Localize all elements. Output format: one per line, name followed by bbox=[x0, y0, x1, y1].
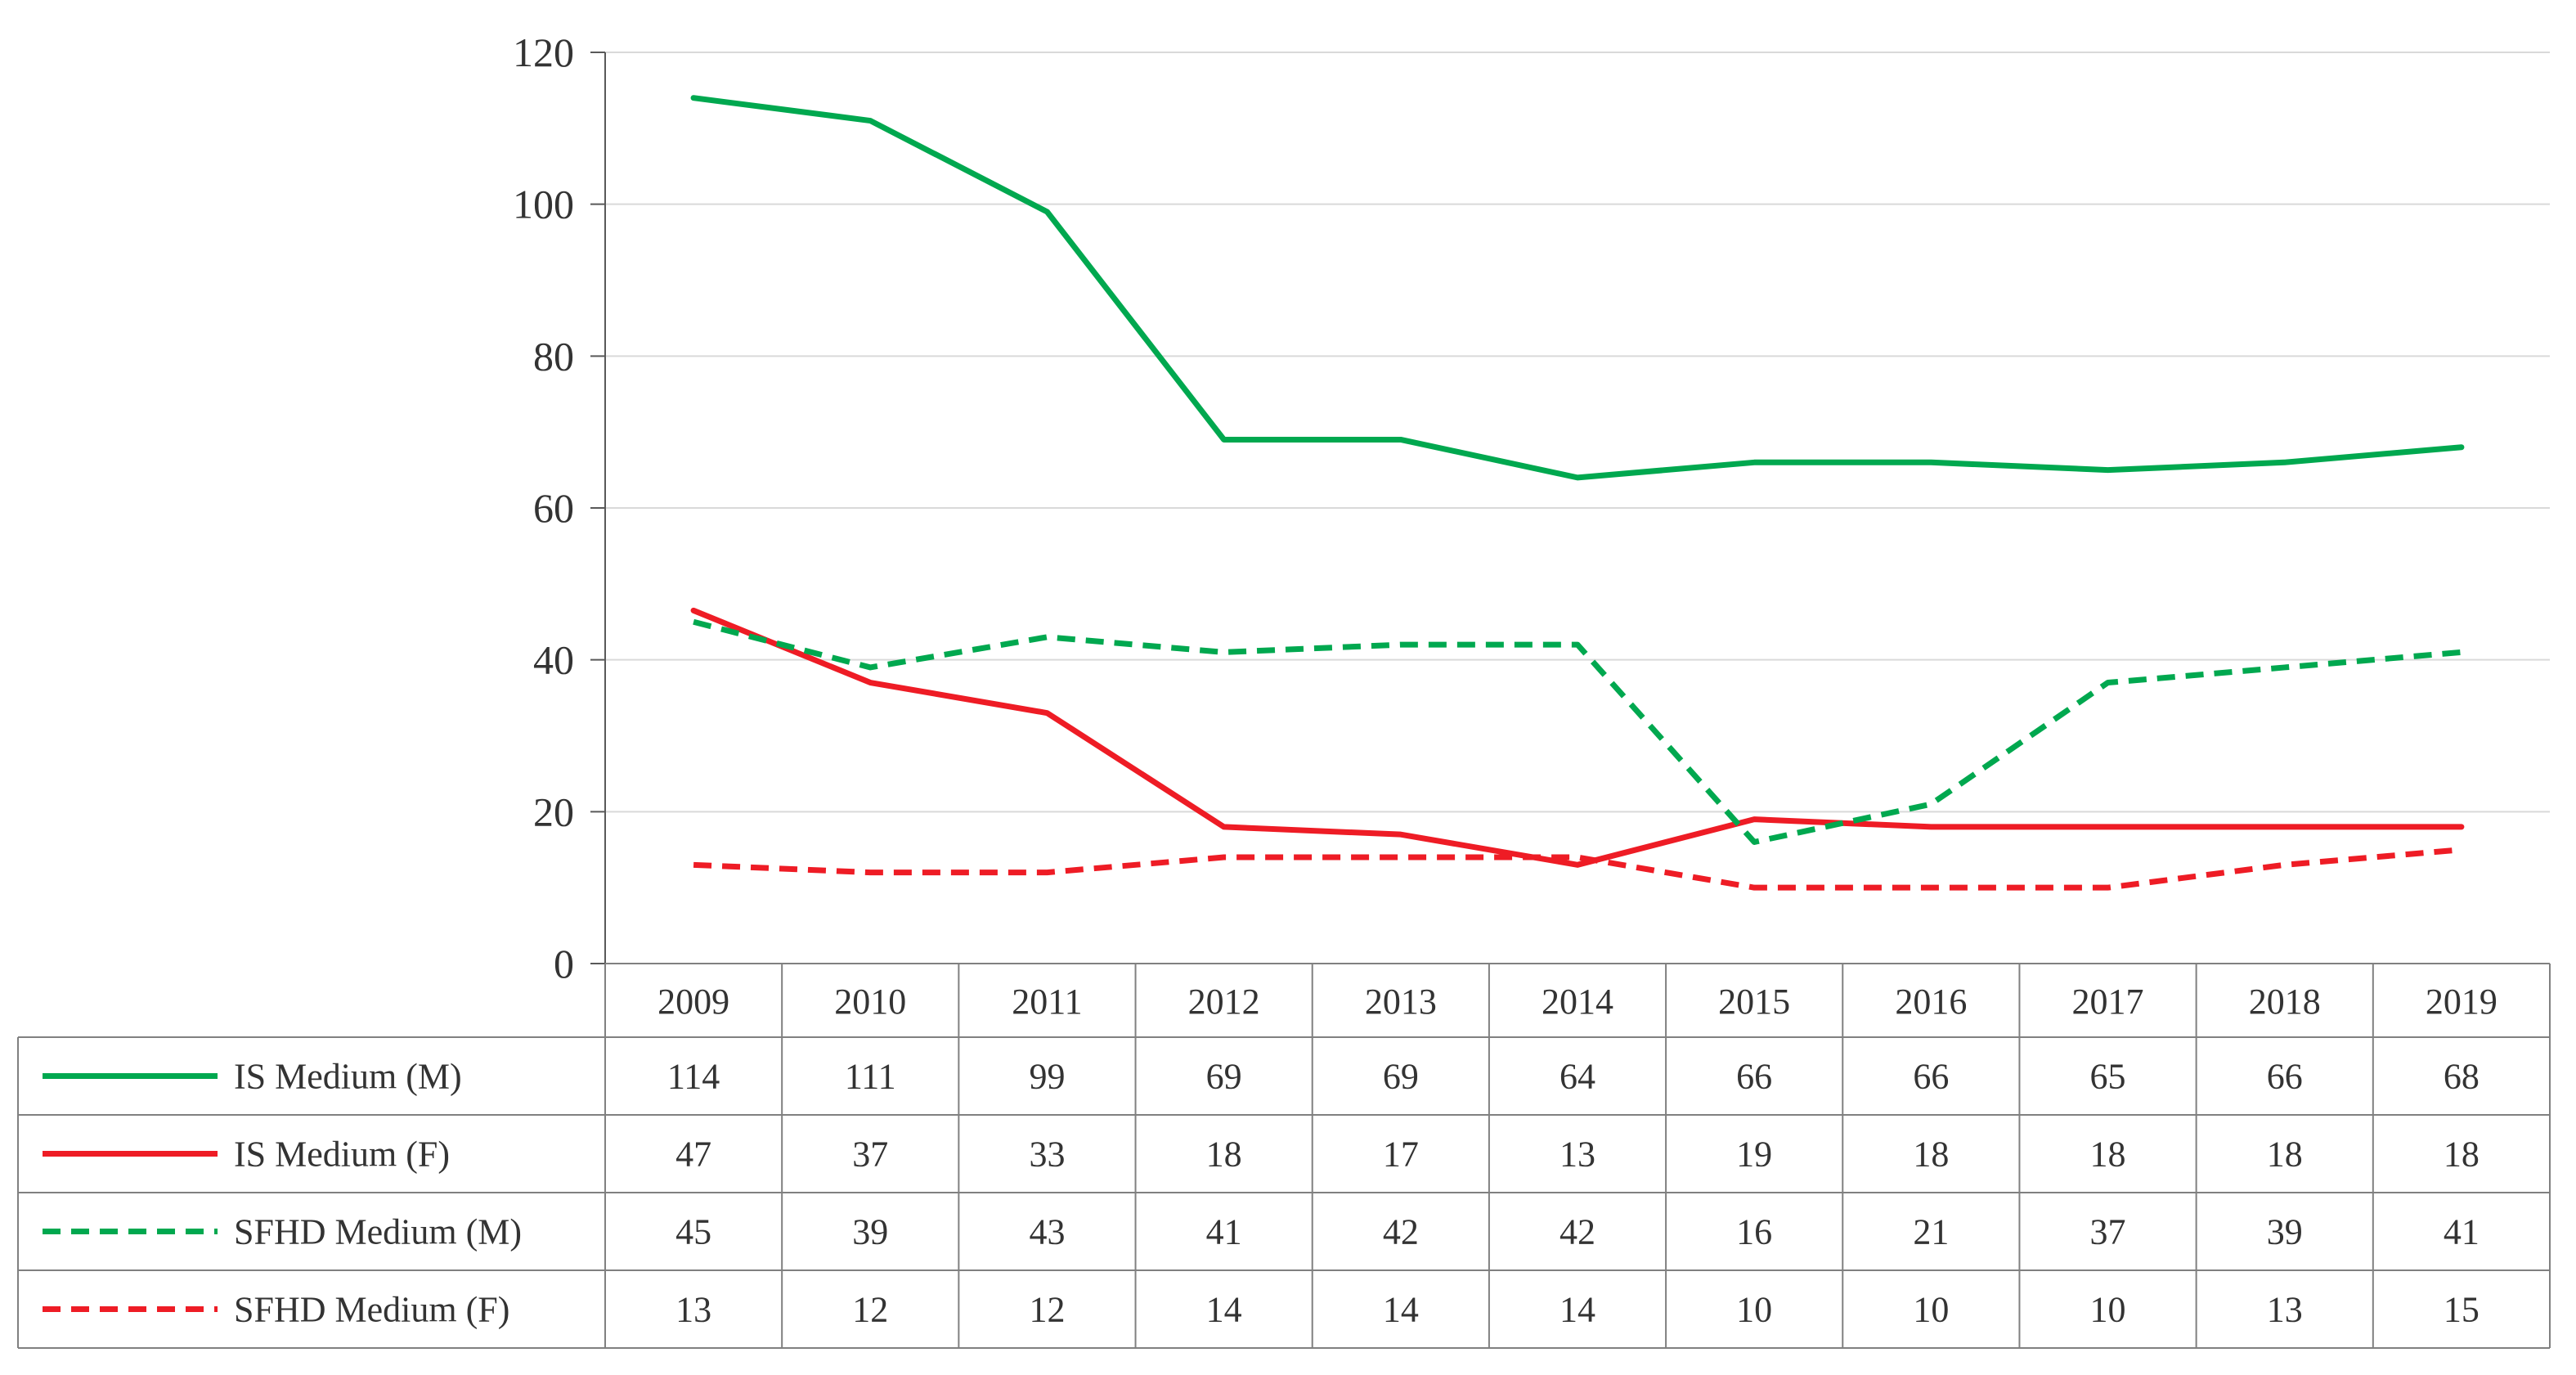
data-label: 12 bbox=[852, 1290, 888, 1330]
legend-label: SFHD Medium (M) bbox=[234, 1212, 522, 1252]
data-label: 43 bbox=[1029, 1212, 1065, 1252]
data-label: 37 bbox=[852, 1135, 888, 1175]
data-label: 14 bbox=[1383, 1290, 1419, 1330]
x-category-label: 2015 bbox=[1718, 982, 1790, 1022]
data-label: 68 bbox=[2444, 1057, 2480, 1097]
data-label: 99 bbox=[1029, 1057, 1065, 1097]
series-line bbox=[690, 607, 2465, 868]
data-label: 64 bbox=[1560, 1057, 1595, 1097]
gridlines bbox=[605, 52, 2550, 813]
data-label: 111 bbox=[845, 1057, 896, 1097]
data-label: 13 bbox=[1560, 1135, 1595, 1175]
data-label: 12 bbox=[1029, 1290, 1065, 1330]
y-tick-label: 40 bbox=[533, 637, 574, 683]
data-label: 17 bbox=[1383, 1135, 1419, 1175]
y-tick-label: 60 bbox=[533, 485, 574, 531]
y-axis: 0 20 40 60 80 100 120 bbox=[513, 29, 606, 986]
data-label: 69 bbox=[1206, 1057, 1242, 1097]
data-table: 2009 2010 2011 2012 2013 2014 2015 2016 2017 2018… bbox=[17, 963, 2551, 1349]
data-label: 14 bbox=[1206, 1290, 1242, 1330]
y-tick-label: 80 bbox=[533, 333, 574, 379]
x-category-label: 2019 bbox=[2426, 982, 2497, 1022]
data-label: 19 bbox=[1736, 1135, 1772, 1175]
x-category-label: 2017 bbox=[2072, 982, 2144, 1022]
data-label: 47 bbox=[675, 1135, 711, 1175]
data-label: 39 bbox=[852, 1212, 888, 1252]
data-label: 66 bbox=[1736, 1057, 1772, 1097]
data-label: 14 bbox=[1560, 1290, 1595, 1330]
x-category-label: 2011 bbox=[1012, 982, 1082, 1022]
series-line bbox=[693, 847, 2462, 891]
data-label: 21 bbox=[1913, 1212, 1949, 1252]
data-label: 15 bbox=[2444, 1290, 2480, 1330]
data-label: 65 bbox=[2090, 1057, 2126, 1097]
x-category-label: 2018 bbox=[2249, 982, 2321, 1022]
data-label: 18 bbox=[1913, 1135, 1949, 1175]
data-label: 114 bbox=[667, 1057, 720, 1097]
legend-label: IS Medium (F) bbox=[234, 1135, 450, 1175]
x-category-label: 2013 bbox=[1365, 982, 1437, 1022]
data-label: 66 bbox=[1913, 1057, 1949, 1097]
data-label: 13 bbox=[2267, 1290, 2303, 1330]
y-tick-label: 0 bbox=[554, 941, 574, 986]
data-label: 18 bbox=[2090, 1135, 2126, 1175]
x-category-label: 2010 bbox=[834, 982, 906, 1022]
data-label: 45 bbox=[675, 1212, 711, 1252]
x-category-label: 2014 bbox=[1542, 982, 1613, 1022]
data-label: 41 bbox=[2444, 1212, 2480, 1252]
data-label: 66 bbox=[2267, 1057, 2303, 1097]
series-lines bbox=[690, 95, 2465, 891]
data-label: 10 bbox=[2090, 1290, 2126, 1330]
data-label: 41 bbox=[1206, 1212, 1242, 1252]
data-label: 18 bbox=[2267, 1135, 2303, 1175]
data-label: 42 bbox=[1383, 1212, 1419, 1252]
data-label: 37 bbox=[2090, 1212, 2126, 1252]
x-category-label: 2012 bbox=[1188, 982, 1260, 1022]
y-tick-label: 20 bbox=[533, 789, 574, 834]
x-category-label: 2016 bbox=[1895, 982, 1967, 1022]
y-tick-label: 120 bbox=[513, 29, 574, 75]
data-label: 42 bbox=[1560, 1212, 1595, 1252]
data-label: 18 bbox=[2444, 1135, 2480, 1175]
series-line bbox=[693, 618, 2462, 845]
data-label: 18 bbox=[1206, 1135, 1242, 1175]
data-label: 39 bbox=[2267, 1212, 2303, 1252]
data-label: 13 bbox=[675, 1290, 711, 1330]
data-label: 10 bbox=[1736, 1290, 1772, 1330]
data-label: 69 bbox=[1383, 1057, 1419, 1097]
data-label: 16 bbox=[1736, 1212, 1772, 1252]
data-label: 10 bbox=[1913, 1290, 1949, 1330]
data-label: 33 bbox=[1029, 1135, 1065, 1175]
y-tick-label: 100 bbox=[513, 182, 574, 227]
legend-label: SFHD Medium (F) bbox=[234, 1290, 509, 1330]
series-line bbox=[690, 95, 2465, 481]
legend-label: IS Medium (M) bbox=[234, 1057, 462, 1097]
x-category-label: 2009 bbox=[657, 982, 729, 1022]
